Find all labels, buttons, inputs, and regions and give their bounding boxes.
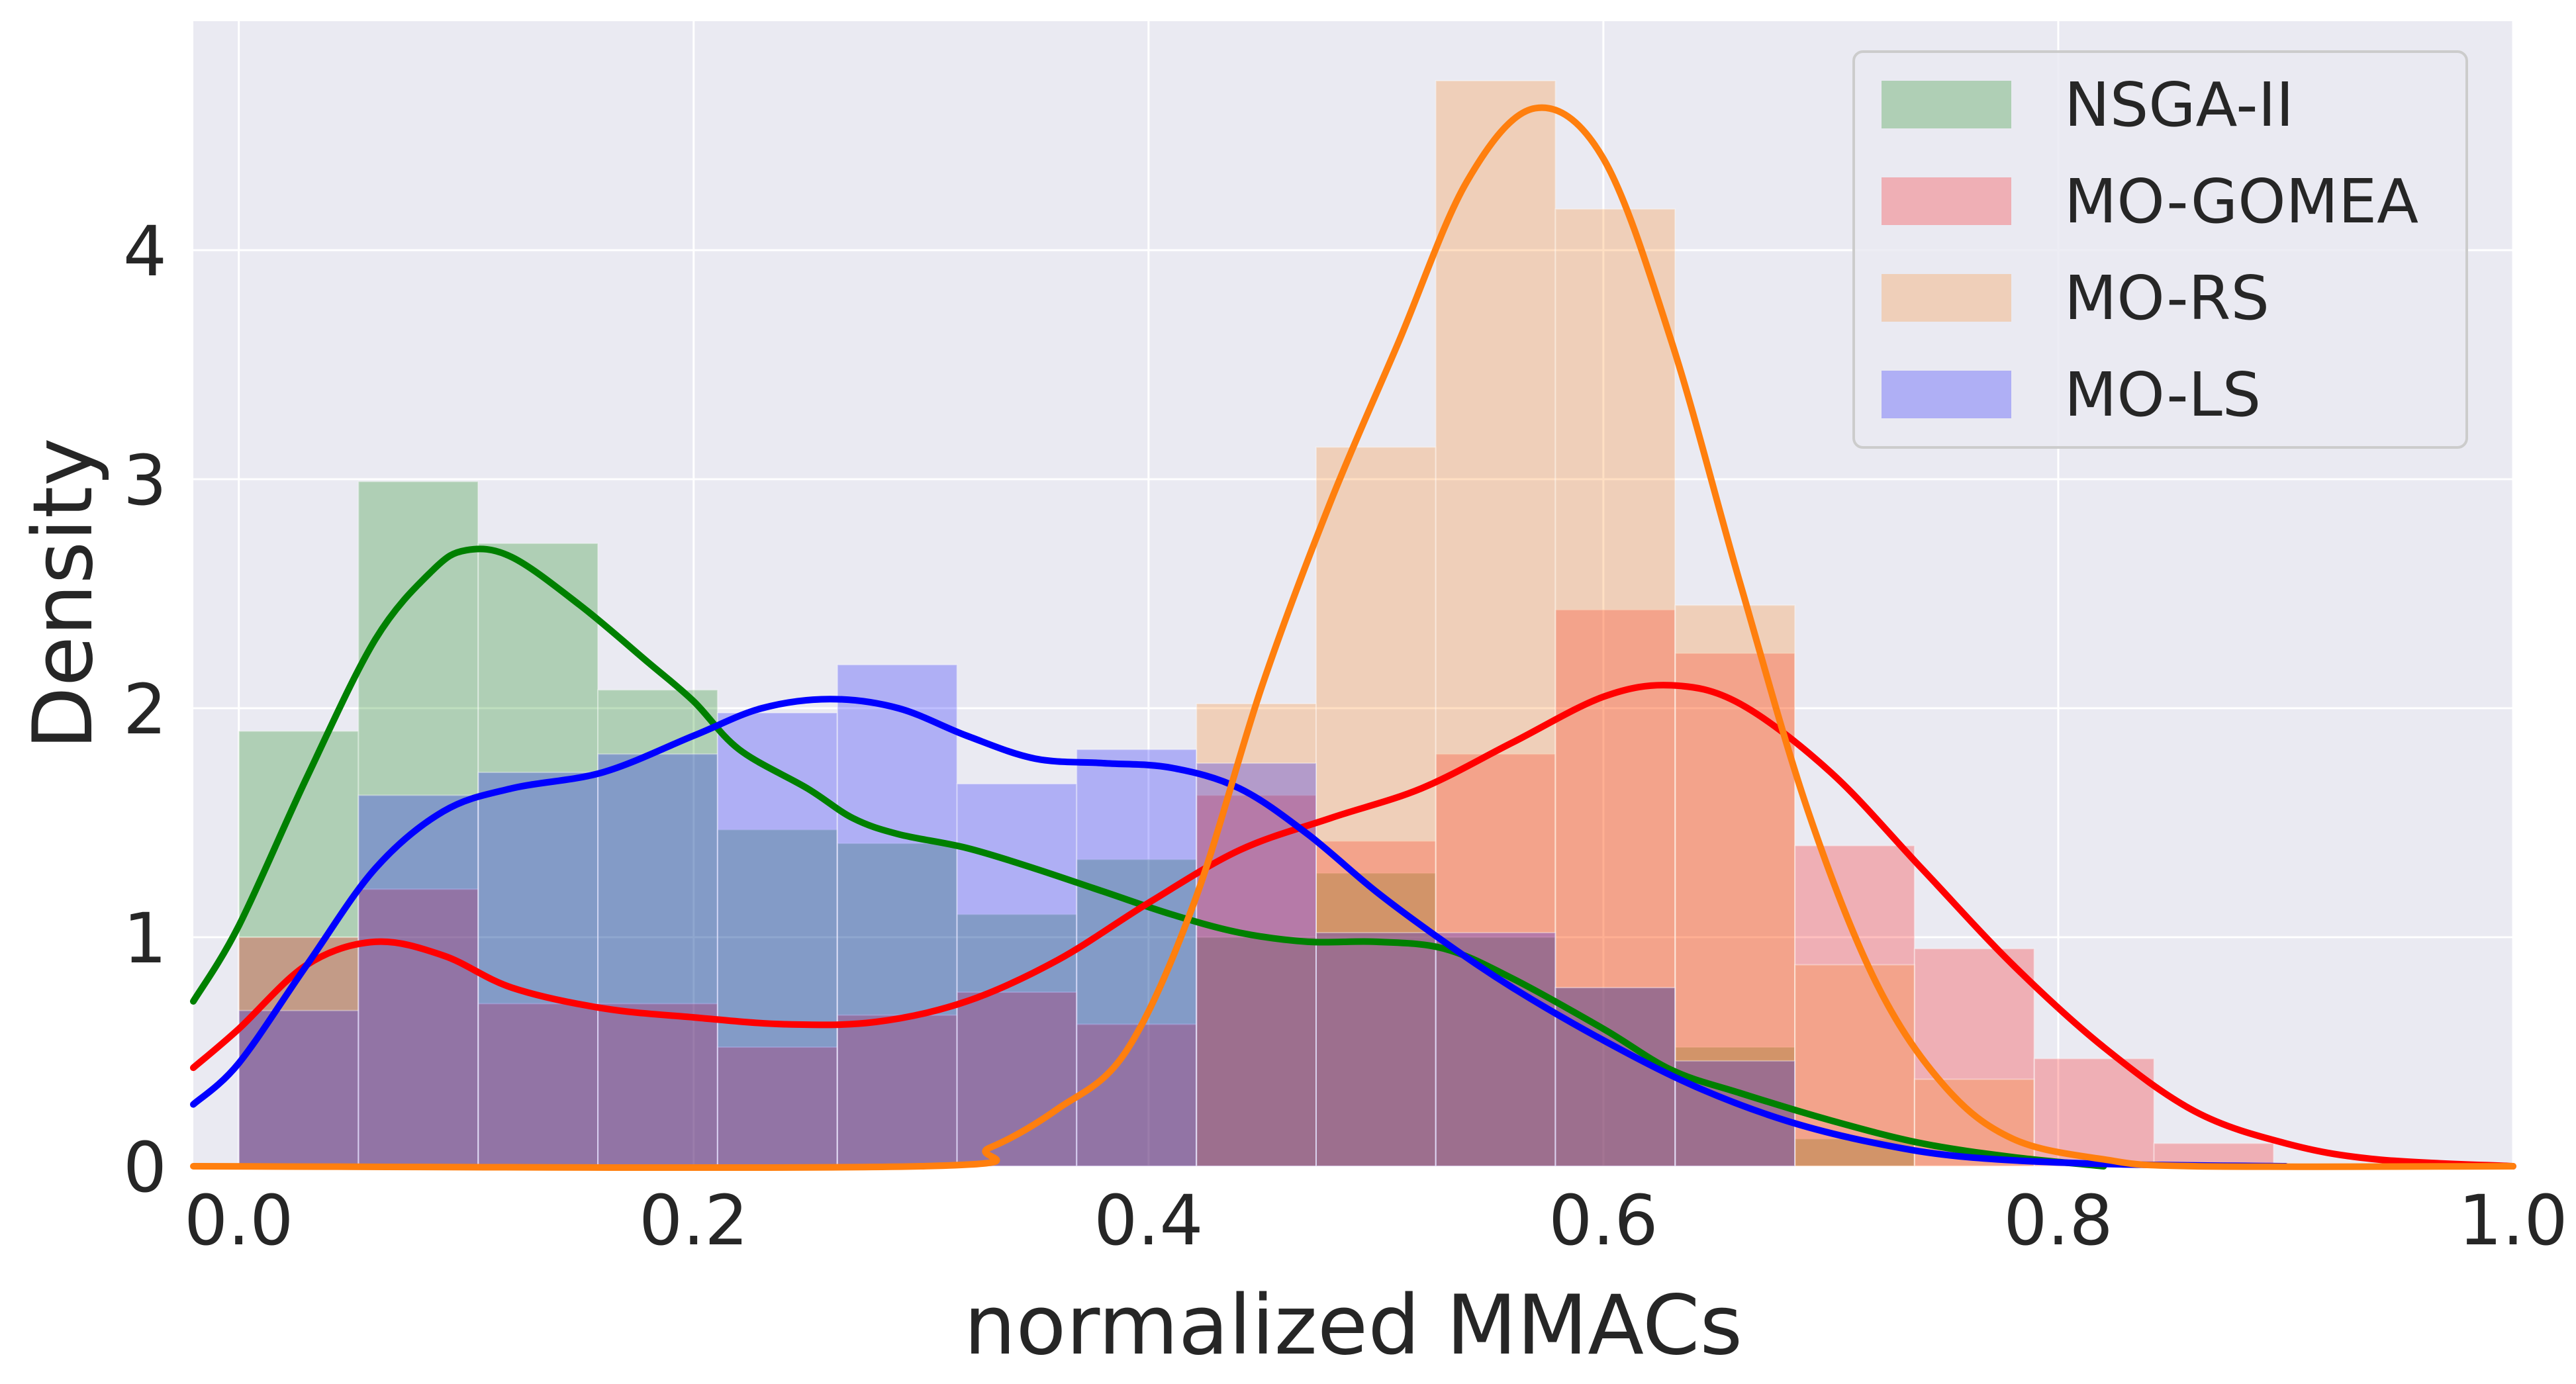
bar-mo-rs-2 [1435,79,1556,1168]
legend-box [1852,50,2468,449]
x-tick-label-0: 0.0 [184,1180,293,1261]
bar-mo-rs-5 [1794,964,1915,1168]
bar-nsga-ii-13 [1794,1138,1915,1167]
x-tick-label-2: 0.4 [1094,1180,1203,1261]
x-tick-label-4: 0.8 [2003,1180,2113,1261]
y-axis-label: Density [16,438,111,749]
y-axis: 0 1 2 3 4 [123,211,167,1208]
x-tick-label-1: 0.2 [639,1180,748,1261]
legend-swatch-mo-gomea [1882,177,2011,225]
y-tick-label-2: 2 [123,669,167,750]
bar-nsga-ii-1 [358,481,479,1168]
y-tick-label-1: 1 [123,898,167,979]
legend-swatch-mo-rs [1882,274,2011,322]
y-tick-label-4: 4 [123,211,167,292]
y-tick-label-0: 0 [123,1127,167,1208]
y-tick-label-3: 3 [123,440,167,521]
x-tick-label-5: 1.0 [2458,1180,2567,1261]
legend-label-mo-ls: MO-LS [2064,359,2261,430]
bar-mo-gomea-14 [1913,948,2035,1168]
bar-mo-ls-9 [1315,932,1437,1167]
kde-mo-ls [190,696,2289,1170]
x-tick-label-3: 0.6 [1549,1180,1658,1261]
bar-mo-ls-3 [597,753,718,1167]
bar-mo-gomea-3 [597,1003,718,1167]
bar-nsga-ii-9 [1315,872,1437,1167]
legend-swatch-mo-ls [1882,371,2011,418]
bar-mo-ls-2 [477,771,599,1167]
legend-swatch-nsga-ii [1882,81,2011,128]
kde-mo-gomea [190,682,2516,1170]
bar-mo-gomea-10 [1435,753,1556,1167]
legend-label-nsga-ii: NSGA-II [2064,69,2294,140]
bar-nsga-ii-11 [1554,987,1676,1167]
bar-mo-ls-11 [1554,987,1676,1167]
bar-mo-gomea-8 [1196,794,1317,1167]
bar-nsga-ii-5 [836,843,958,1167]
bar-mo-gomea-11 [1554,609,1676,1167]
legend-label-mo-gomea: MO-GOMEA [2064,166,2418,237]
kde-nsga-ii [190,545,2107,1170]
legend-label-mo-rs: MO-RS [2064,263,2269,334]
bar-mo-gomea-7 [1076,1023,1197,1167]
x-axis-label: normalized MMACs [964,1278,1742,1373]
bar-nsga-ii-8 [1196,937,1317,1167]
kde-curves [190,104,2516,1172]
bar-mo-ls-4 [716,712,838,1168]
bar-nsga-ii-2 [477,542,599,1167]
bar-mo-ls-7 [1076,749,1197,1167]
legend: NSGA-II MO-GOMEA MO-RS MO-LS [1852,50,2468,449]
bar-mo-ls-5 [836,664,958,1167]
bar-mo-ls-1 [358,794,479,1167]
x-axis: 0.0 0.2 0.4 0.6 0.8 1.0 [184,1180,2568,1261]
bar-nsga-ii-4 [716,829,838,1167]
bar-mo-gomea-4 [716,1046,838,1167]
bar-mo-gomea-5 [836,1014,958,1168]
kde-mo-rs [190,104,2516,1172]
bar-nsga-ii-6 [956,913,1078,1168]
bar-mo-gomea-1 [358,888,479,1167]
